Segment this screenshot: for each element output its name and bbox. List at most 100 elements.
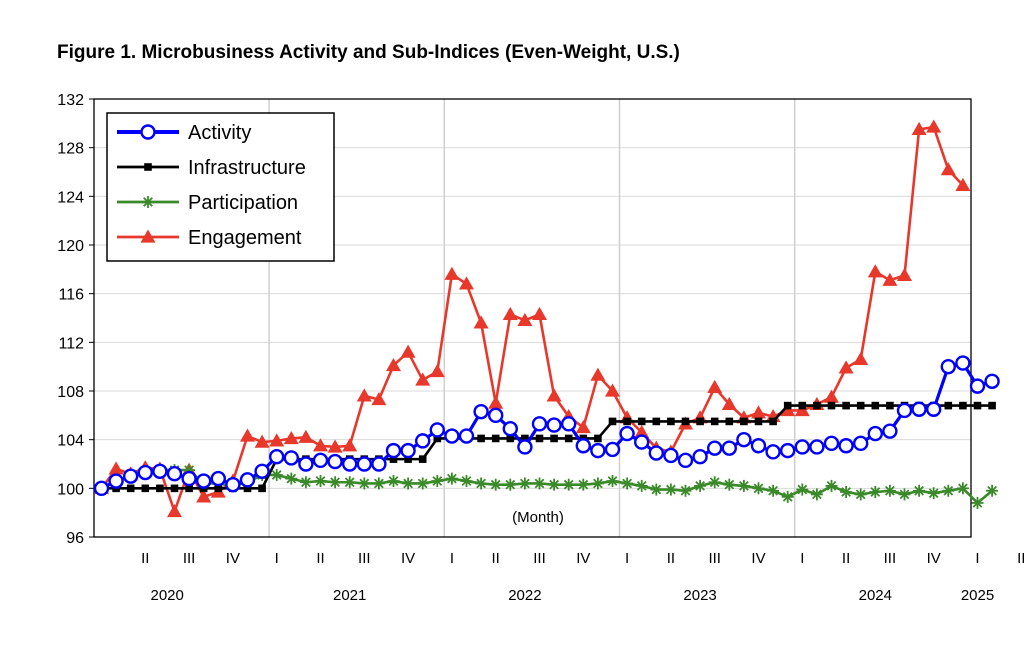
data-point xyxy=(196,489,212,503)
marker-stroke xyxy=(724,479,735,490)
data-point xyxy=(502,306,518,320)
y-tick-label: 128 xyxy=(57,141,84,158)
data-point xyxy=(389,455,398,463)
x-tick-label-quarter: III xyxy=(708,550,721,567)
data-point xyxy=(883,484,896,497)
data-point xyxy=(736,431,752,448)
data-point xyxy=(696,417,704,426)
marker-stroke xyxy=(271,470,282,480)
data-point xyxy=(959,401,967,410)
data-point xyxy=(108,461,124,475)
data-point xyxy=(240,428,255,442)
data-point xyxy=(144,163,152,171)
data-point xyxy=(769,417,777,426)
data-point xyxy=(664,483,677,496)
data-point xyxy=(842,401,850,410)
data-point xyxy=(518,477,531,490)
x-tick-label-quarter: II xyxy=(492,550,500,567)
data-point xyxy=(794,402,810,417)
data-point xyxy=(898,488,911,501)
data-point xyxy=(489,478,502,491)
data-point xyxy=(239,472,256,488)
y-tick-label: 96 xyxy=(66,530,84,547)
data-point xyxy=(562,478,575,491)
data-point xyxy=(944,401,953,410)
data-point xyxy=(298,429,314,443)
x-tick-label-year: 2021 xyxy=(333,587,366,604)
marker-stroke xyxy=(578,479,589,490)
marker-stroke xyxy=(403,478,413,489)
data-point xyxy=(969,378,986,394)
marker-stroke xyxy=(593,478,603,489)
marker-stroke xyxy=(812,489,822,500)
data-point xyxy=(185,484,193,493)
data-point xyxy=(108,473,124,489)
data-point xyxy=(313,438,328,452)
marker-stroke xyxy=(432,476,443,486)
data-point xyxy=(166,466,183,482)
data-point xyxy=(606,475,619,488)
x-tick-label-quarter: IV xyxy=(927,550,941,567)
data-point xyxy=(210,470,227,487)
data-point xyxy=(327,439,343,453)
legend-label: Activity xyxy=(188,122,251,144)
data-point xyxy=(911,401,927,417)
data-point xyxy=(418,455,427,463)
marker-stroke xyxy=(709,477,720,488)
marker-stroke xyxy=(417,478,428,489)
x-tick-label-quarter: III xyxy=(358,550,371,567)
data-point xyxy=(751,405,766,419)
legend-label: Infrastructure xyxy=(188,157,306,179)
data-point xyxy=(269,433,285,447)
marker-stroke xyxy=(928,488,939,499)
x-tick-label-year: 2024 xyxy=(859,587,892,604)
data-point xyxy=(754,417,763,426)
data-point xyxy=(181,470,197,487)
series-activity xyxy=(93,355,1000,497)
data-point xyxy=(694,479,707,492)
y-tick-label: 116 xyxy=(58,287,84,304)
data-point xyxy=(971,496,984,509)
data-point xyxy=(433,434,442,443)
data-point xyxy=(564,434,573,443)
x-tick-label-quarter: II xyxy=(1017,550,1024,567)
data-point xyxy=(590,442,606,459)
data-point xyxy=(723,478,736,491)
data-point xyxy=(415,372,431,386)
data-point xyxy=(604,441,621,458)
data-point xyxy=(867,425,883,442)
marker-stroke xyxy=(490,479,501,490)
data-point xyxy=(225,476,241,493)
data-point xyxy=(667,417,675,426)
data-point xyxy=(926,401,942,417)
marker-stroke xyxy=(797,484,808,495)
data-point xyxy=(825,479,838,492)
data-point xyxy=(737,479,750,492)
data-point xyxy=(838,438,854,454)
data-point xyxy=(594,434,602,443)
data-point xyxy=(550,434,558,443)
data-point xyxy=(506,434,515,443)
marker-stroke xyxy=(315,476,326,486)
data-point xyxy=(882,272,898,286)
data-point xyxy=(429,364,445,378)
data-point xyxy=(725,417,734,426)
legend-label: Participation xyxy=(188,192,298,214)
x-tick-label-quarter: I xyxy=(800,550,804,567)
data-point xyxy=(329,476,342,489)
data-point xyxy=(911,121,927,136)
data-point xyxy=(314,475,327,488)
data-point xyxy=(312,452,329,469)
marker-stroke xyxy=(826,481,837,491)
x-tick-label-quarter: III xyxy=(533,550,546,567)
data-point xyxy=(679,484,692,497)
marker-stroke xyxy=(534,478,545,489)
data-point xyxy=(299,476,312,489)
data-point xyxy=(400,442,416,459)
data-point xyxy=(429,422,445,438)
data-point xyxy=(415,433,431,449)
data-point xyxy=(824,389,839,403)
data-point xyxy=(475,477,488,490)
x-tick-label-quarter: I xyxy=(625,550,629,567)
data-point xyxy=(477,434,485,443)
